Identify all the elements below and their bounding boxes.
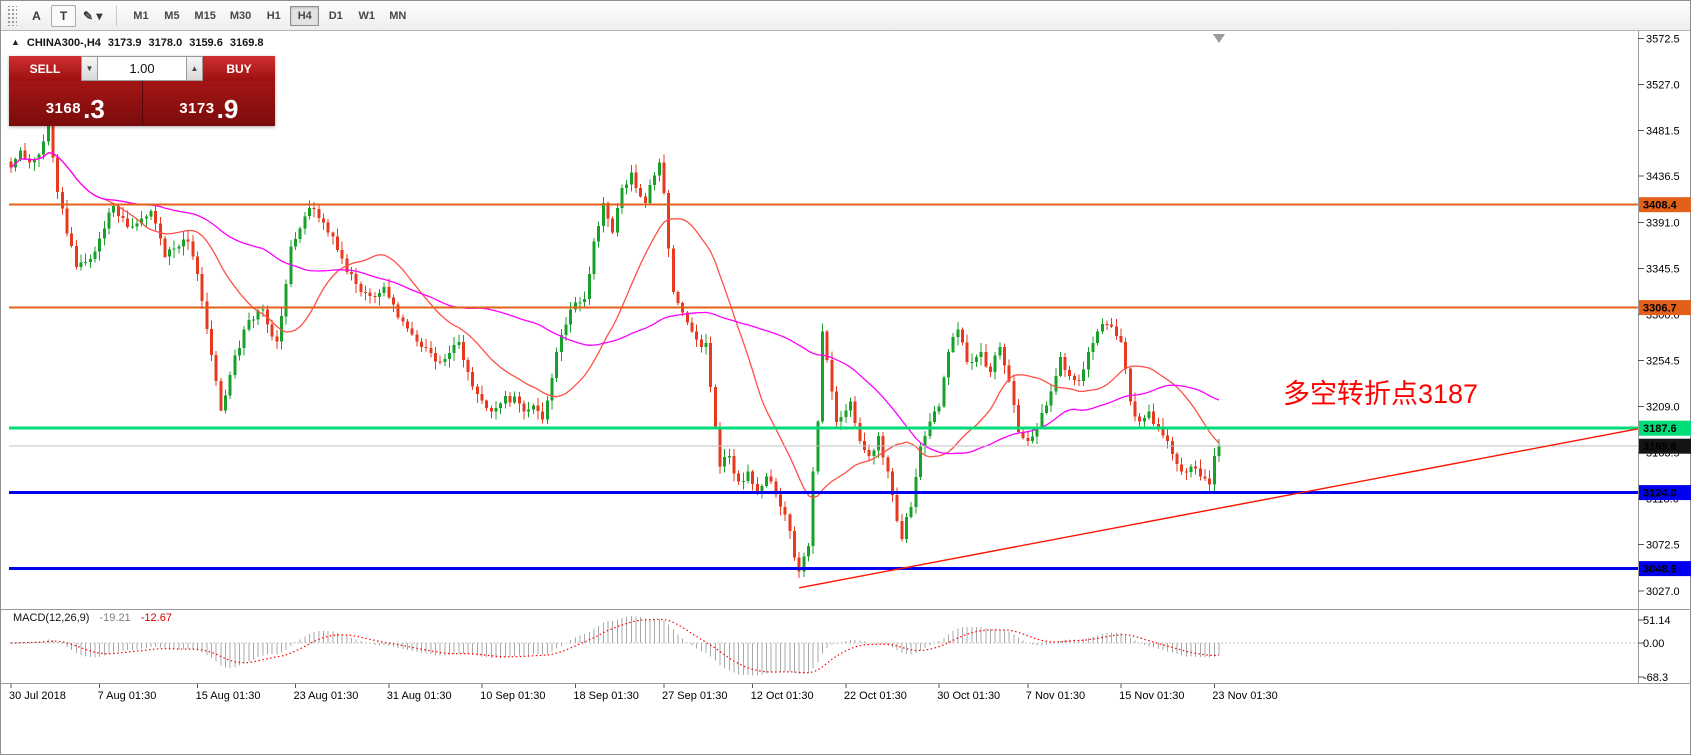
- trendline[interactable]: [799, 428, 1639, 589]
- svg-text:0.00: 0.00: [1643, 638, 1664, 650]
- sell-price-fraction: .3: [83, 93, 105, 124]
- toolbar: A T ✎ ▾ M1 M5 M15 M30 H1 H4 D1 W1 MN: [1, 1, 1690, 31]
- timeframe-h1-button[interactable]: H1: [259, 6, 288, 26]
- price-tag-3306.7[interactable]: 3306.7: [1639, 300, 1691, 316]
- toolbar-grip[interactable]: [6, 5, 17, 26]
- ohlc-close: 3169.8: [229, 37, 264, 49]
- svg-text:3527.0: 3527.0: [1646, 80, 1680, 92]
- svg-text:7 Aug 01:30: 7 Aug 01:30: [98, 690, 157, 702]
- sell-price-main: 3168: [45, 100, 82, 117]
- svg-text:3048.9: 3048.9: [1643, 564, 1677, 576]
- svg-text:23 Nov 01:30: 23 Nov 01:30: [1212, 690, 1277, 702]
- timeframe-buttons: M1 M5 M15 M30 H1 H4 D1 W1 MN: [126, 5, 412, 26]
- ma-slow-line[interactable]: [10, 152, 1220, 455]
- svg-text:15 Aug 01:30: 15 Aug 01:30: [196, 690, 261, 702]
- tool-buttons: A T ✎ ▾: [24, 4, 107, 27]
- svg-text:51.14: 51.14: [1643, 615, 1671, 627]
- svg-text:3345.5: 3345.5: [1646, 263, 1680, 275]
- svg-text:30 Oct 01:30: 30 Oct 01:30: [937, 690, 1000, 702]
- timeframe-m30-button[interactable]: M30: [224, 6, 257, 26]
- svg-text:3072.5: 3072.5: [1646, 540, 1680, 552]
- svg-text:-68.3: -68.3: [1643, 672, 1668, 684]
- svg-text:3391.0: 3391.0: [1646, 217, 1680, 229]
- timeframe-m5-button[interactable]: M5: [157, 6, 186, 26]
- macd-panel[interactable]: 51.14 0.00 -68.3: [1, 609, 1691, 685]
- macd-signal-line: [10, 618, 1220, 674]
- timeframe-d1-button[interactable]: D1: [321, 6, 350, 26]
- one-click-trading-panel: SELL ▼ ▲ BUY 3168 .3 3173 .9: [9, 56, 275, 126]
- volume-down-icon[interactable]: ▼: [81, 56, 98, 81]
- svg-text:3436.5: 3436.5: [1646, 171, 1680, 183]
- svg-text:3408.4: 3408.4: [1643, 200, 1678, 212]
- svg-text:7 Nov 01:30: 7 Nov 01:30: [1026, 690, 1085, 702]
- macd-label: MACD(12,26,9) -19.21 -12.67: [13, 612, 172, 624]
- candles: [9, 117, 1221, 579]
- ma-fast-line[interactable]: [10, 152, 1220, 499]
- oct-collapse-icon[interactable]: ▲: [11, 37, 20, 47]
- chart-annotation: 多空转折点3187: [1283, 379, 1479, 409]
- svg-text:3124.0: 3124.0: [1643, 488, 1677, 500]
- volume-input[interactable]: [98, 56, 186, 81]
- timeframe-h4-button[interactable]: H4: [290, 5, 320, 26]
- text-tool-button[interactable]: T: [51, 4, 76, 27]
- timeframe-mn-button[interactable]: MN: [383, 6, 412, 26]
- price-tag-3124.0[interactable]: 3124.0: [1639, 485, 1691, 501]
- svg-text:3481.5: 3481.5: [1646, 126, 1680, 138]
- svg-text:30 Jul 2018: 30 Jul 2018: [9, 690, 66, 702]
- ohlc-low: 3159.6: [189, 37, 223, 49]
- buy-price[interactable]: 3173 .9: [143, 81, 276, 126]
- svg-text:3027.0: 3027.0: [1646, 586, 1680, 598]
- price-tag-3408.4[interactable]: 3408.4: [1639, 197, 1691, 213]
- volume-up-icon[interactable]: ▲: [186, 56, 203, 81]
- timeframe-m15-button[interactable]: M15: [188, 6, 221, 26]
- svg-text:3306.7: 3306.7: [1643, 303, 1677, 315]
- price-tag-3048.9[interactable]: 3048.9: [1639, 561, 1691, 577]
- ohlc-open: 3173.9: [107, 37, 142, 49]
- price-axis[interactable]: 3572.53527.03481.53436.53391.03345.53300…: [1638, 31, 1680, 683]
- svg-text:15 Nov 01:30: 15 Nov 01:30: [1119, 690, 1184, 702]
- price-tag-3187.6[interactable]: 3187.6: [1639, 420, 1691, 436]
- toolbar-separator: [116, 5, 118, 26]
- svg-text:3187.6: 3187.6: [1643, 423, 1677, 435]
- svg-text:3209.0: 3209.0: [1646, 402, 1680, 414]
- chart-shift-marker[interactable]: [1213, 34, 1225, 43]
- svg-text:27 Sep 01:30: 27 Sep 01:30: [662, 690, 727, 702]
- macd-signal-value: -12.67: [140, 612, 172, 624]
- svg-text:3254.5: 3254.5: [1646, 356, 1680, 368]
- oct-controls-row: SELL ▼ ▲ BUY: [9, 56, 275, 81]
- timeframe-m1-button[interactable]: M1: [126, 6, 155, 26]
- timeframe-w1-button[interactable]: W1: [352, 6, 381, 26]
- svg-text:18 Sep 01:30: 18 Sep 01:30: [573, 690, 638, 702]
- sell-button[interactable]: SELL: [9, 56, 81, 81]
- cursor-tool-button[interactable]: A: [24, 5, 49, 27]
- macd-main-value: -19.21: [99, 612, 131, 624]
- svg-text:12 Oct 01:30: 12 Oct 01:30: [751, 690, 814, 702]
- oct-price-row: 3168 .3 3173 .9: [9, 81, 275, 126]
- svg-text:31 Aug 01:30: 31 Aug 01:30: [387, 690, 452, 702]
- svg-text:3572.5: 3572.5: [1646, 34, 1680, 46]
- ohlc-high: 3178.0: [148, 37, 183, 49]
- buy-price-fraction: .9: [216, 93, 239, 124]
- svg-text:22 Oct 01:30: 22 Oct 01:30: [844, 690, 907, 702]
- buy-price-main: 3173: [179, 100, 215, 117]
- chart-header: ▲ CHINA300-,H4 3173.9 3178.0 3159.6 3169…: [11, 37, 264, 49]
- macd-histogram: [15, 616, 1220, 676]
- svg-text:23 Aug 01:30: 23 Aug 01:30: [294, 690, 359, 702]
- time-axis[interactable]: 30 Jul 2018 7 Aug 01:30 15 Aug 01:30 23 Aug…: [1, 683, 1691, 703]
- svg-text:10 Sep 01:30: 10 Sep 01:30: [480, 690, 545, 702]
- buy-button[interactable]: BUY: [203, 56, 275, 81]
- price-tag-3169.8[interactable]: 3169.8: [1639, 438, 1691, 454]
- symbol-label: CHINA300-,H4: [26, 37, 101, 49]
- drawing-tools-button[interactable]: ✎ ▾: [78, 5, 107, 27]
- sell-price[interactable]: 3168 .3: [9, 81, 143, 126]
- macd-name: MACD(12,26,9): [13, 612, 90, 624]
- svg-text:3169.8: 3169.8: [1643, 441, 1677, 453]
